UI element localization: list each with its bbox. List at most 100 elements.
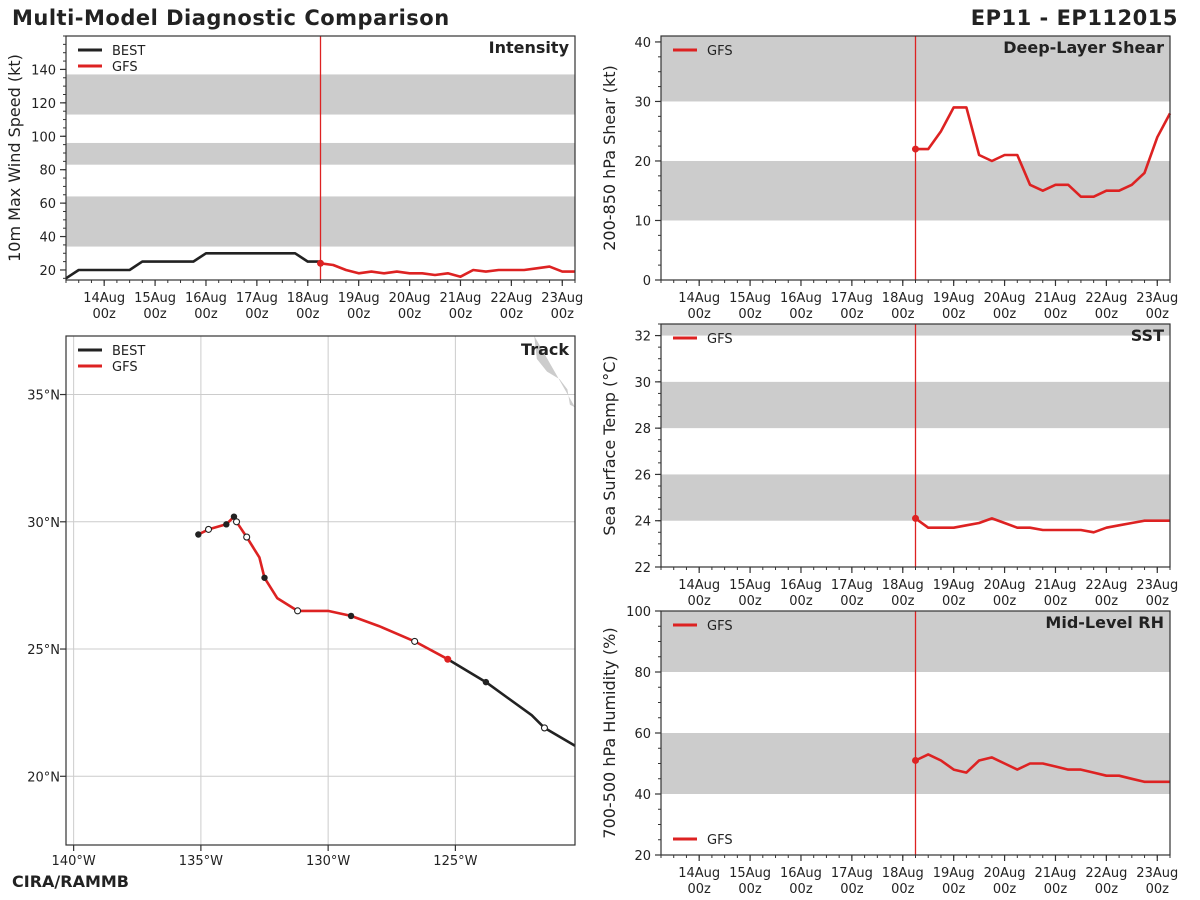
track-point-filled: [230, 513, 238, 520]
x-tick-sublabel: 00z: [738, 882, 762, 897]
x-tick-label: 14Aug: [678, 291, 720, 306]
x-tick-label: 18Aug: [287, 291, 329, 306]
x-tick-label: 18Aug: [882, 866, 924, 881]
y-tick-label: 26: [634, 468, 651, 483]
track-point-filled: [347, 612, 355, 620]
x-tick-sublabel: 00z: [551, 307, 575, 322]
page-title: Multi-Model Diagnostic Comparison: [12, 6, 450, 30]
legend-label-gfs: GFS: [707, 833, 733, 848]
x-tick-label: 16Aug: [185, 291, 227, 306]
x-tick-label: 19Aug: [933, 578, 975, 593]
gfs-initial-point: [444, 655, 452, 663]
x-tick-sublabel: 00z: [1146, 882, 1170, 897]
x-tick-label: 15Aug: [729, 578, 771, 593]
panel-rh: 2040608010014Aug00z15Aug00z16Aug00z17Aug…: [600, 605, 1178, 897]
x-tick-sublabel: 00z: [993, 307, 1017, 322]
y-tick-label: 140: [31, 63, 56, 78]
lon-tick-label: 125°W: [433, 854, 477, 869]
storm-id: EP11 - EP112015: [970, 6, 1178, 30]
x-tick-label: 16Aug: [780, 866, 822, 881]
gfs-initial-point: [912, 514, 919, 522]
x-tick-label: 17Aug: [831, 578, 873, 593]
x-tick-label: 17Aug: [831, 866, 873, 881]
x-tick-sublabel: 00z: [1044, 594, 1068, 609]
x-tick-label: 15Aug: [729, 866, 771, 881]
x-tick-label: 21Aug: [440, 291, 482, 306]
credit-label: CIRA/RAMMB: [12, 872, 129, 891]
track-point-filled: [482, 678, 490, 686]
track-point-filled: [261, 574, 268, 581]
lon-tick-label: 135°W: [179, 854, 223, 869]
x-tick-sublabel: 00z: [993, 882, 1017, 897]
x-tick-label: 17Aug: [831, 291, 873, 306]
x-tick-sublabel: 00z: [1146, 594, 1170, 609]
panel-track: 140°W 135°W 130°W 125°W 20°N 25°N 30°N 35°N Trac…: [27, 335, 576, 869]
panel-sst: 22242628303214Aug00z15Aug00z16Aug00z17Au…: [600, 323, 1178, 609]
y-tick-label: 100: [31, 130, 56, 145]
y-tick-label: 100: [626, 605, 651, 620]
track-point-open: [204, 525, 213, 533]
y-tick-label: 40: [634, 36, 651, 51]
x-tick-label: 14Aug: [678, 578, 720, 593]
lat-tick-label: 20°N: [27, 770, 60, 785]
x-tick-sublabel: 00z: [1044, 882, 1068, 897]
x-tick-sublabel: 00z: [891, 307, 915, 322]
x-tick-sublabel: 00z: [840, 882, 864, 897]
x-tick-label: 18Aug: [882, 291, 924, 306]
x-tick-label: 21Aug: [1035, 291, 1077, 306]
y-axis-label: 200-850 hPa Shear (kt): [600, 65, 619, 251]
y-axis-label: Sea Surface Temp (°C): [600, 355, 619, 535]
land-coastline: [534, 336, 575, 408]
x-tick-sublabel: 00z: [398, 307, 422, 322]
x-tick-sublabel: 00z: [449, 307, 473, 322]
x-tick-sublabel: 00z: [296, 307, 320, 322]
x-tick-label: 19Aug: [933, 866, 975, 881]
panel-shear: 01020304014Aug00z15Aug00z16Aug00z17Aug00…: [600, 35, 1178, 322]
x-tick-sublabel: 00z: [347, 307, 371, 322]
y-tick-label: 0: [643, 274, 651, 289]
legend-label-best: BEST: [112, 344, 145, 359]
panel-title: SST: [1131, 326, 1164, 345]
lat-tick-label: 30°N: [27, 516, 60, 531]
x-tick-sublabel: 00z: [92, 307, 116, 322]
x-tick-label: 22Aug: [1085, 291, 1127, 306]
y-tick-label: 28: [634, 422, 651, 437]
y-tick-label: 10: [634, 214, 651, 229]
x-tick-label: 23Aug: [1136, 866, 1178, 881]
track-point-open: [294, 607, 302, 615]
x-tick-label: 20Aug: [984, 291, 1026, 306]
x-tick-label: 20Aug: [984, 866, 1026, 881]
x-tick-label: 22Aug: [1085, 578, 1127, 593]
legend-label-gfs: GFS: [112, 60, 138, 75]
track-point-open: [243, 533, 251, 541]
x-tick-sublabel: 00z: [687, 307, 711, 322]
x-tick-sublabel: 00z: [891, 882, 915, 897]
x-tick-label: 22Aug: [1085, 866, 1127, 881]
legend-label-gfs: GFS: [707, 619, 733, 634]
y-tick-label: 60: [39, 197, 56, 212]
track-point-filled: [195, 531, 202, 538]
gfs-initial-point: [912, 145, 919, 153]
series-gfs-line: [915, 106, 1172, 198]
y-tick-label: 20: [39, 264, 56, 279]
x-tick-sublabel: 00z: [687, 882, 711, 897]
panel-title: Track: [521, 340, 569, 359]
x-tick-label: 23Aug: [1136, 291, 1178, 306]
y-tick-label: 32: [634, 330, 651, 345]
x-tick-label: 18Aug: [882, 578, 924, 593]
track-gfs-line: [197, 515, 449, 661]
x-tick-sublabel: 00z: [194, 307, 218, 322]
lon-tick-label: 130°W: [306, 854, 350, 869]
x-tick-sublabel: 00z: [738, 307, 762, 322]
plot-frame: [65, 335, 576, 846]
panel-intensity: 2040608010012014014Aug00z15Aug00z16Aug00…: [5, 35, 583, 322]
track-point-open: [232, 518, 241, 526]
x-tick-sublabel: 00z: [687, 594, 711, 609]
series-best-line: [65, 252, 321, 280]
x-tick-sublabel: 00z: [840, 307, 864, 322]
x-tick-sublabel: 00z: [993, 594, 1017, 609]
x-tick-sublabel: 00z: [245, 307, 269, 322]
y-tick-label: 20: [634, 155, 651, 170]
x-tick-label: 23Aug: [541, 291, 583, 306]
x-tick-sublabel: 00z: [1095, 307, 1119, 322]
